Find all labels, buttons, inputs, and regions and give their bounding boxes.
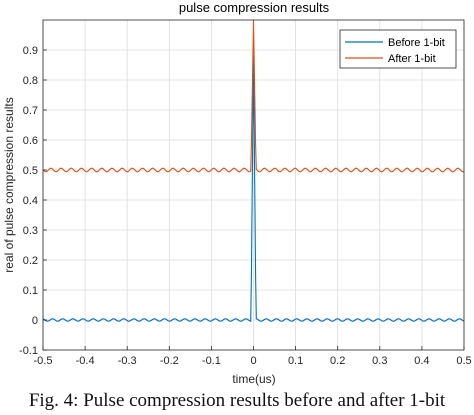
x-tick-label: -0.1 — [202, 355, 221, 367]
figure-caption: Fig. 4: Pulse compression results before… — [28, 390, 446, 411]
x-tick-label: 0.1 — [288, 355, 303, 367]
x-tick-label: 0.2 — [330, 355, 345, 367]
x-tick-label: -0.3 — [118, 355, 137, 367]
x-tick-label: 0.3 — [372, 355, 387, 367]
legend-label-before: Before 1-bit — [388, 37, 445, 49]
x-tick-label: -0.2 — [160, 355, 179, 367]
series-line-before — [42, 55, 465, 322]
x-tick-label: 0.5 — [456, 355, 471, 367]
chart-title: pulse compression results — [179, 0, 330, 15]
y-axis-label: real of pulse compression results — [2, 97, 16, 272]
legend-label-after: After 1-bit — [388, 53, 436, 65]
y-tick-label: 0.2 — [23, 255, 38, 267]
y-tick-label: 0 — [32, 315, 38, 327]
y-tick-label: 0.8 — [23, 75, 38, 87]
y-tick-label: 0.6 — [23, 135, 38, 147]
y-tick-label: 0.3 — [23, 225, 38, 237]
chart-svg: pulse compression results -0.5 -0.4 -0.3 -0… — [2, 0, 472, 386]
y-tick-label: 0.7 — [23, 105, 38, 117]
y-tick-label: 0.1 — [23, 285, 38, 297]
x-axis-label: time(us) — [232, 372, 275, 386]
x-tick-label: -0.5 — [34, 355, 53, 367]
x-tick-label: 0 — [250, 355, 256, 367]
y-tick-label: -0.1 — [19, 345, 38, 357]
legend-box — [339, 29, 457, 69]
legend: Before 1-bit After 1-bit — [339, 29, 457, 69]
y-tick-label: 0.5 — [23, 165, 38, 177]
x-tick-label: -0.4 — [76, 355, 95, 367]
x-tick-label: 0.4 — [414, 355, 429, 367]
y-tick-label: 0.4 — [23, 195, 38, 207]
y-tick-label: 0.9 — [23, 45, 38, 57]
chart: pulse compression results -0.5 -0.4 -0.3 -0… — [2, 0, 472, 386]
x-axis: -0.5 -0.4 -0.3 -0.2 -0.1 0 0.1 0.2 0.3 0.4 0.5 — [34, 346, 472, 367]
y-axis: -0.1 0 0.1 0.2 0.3 0.4 0.5 0.6 0.7 0.8 0.9 — [19, 45, 47, 357]
